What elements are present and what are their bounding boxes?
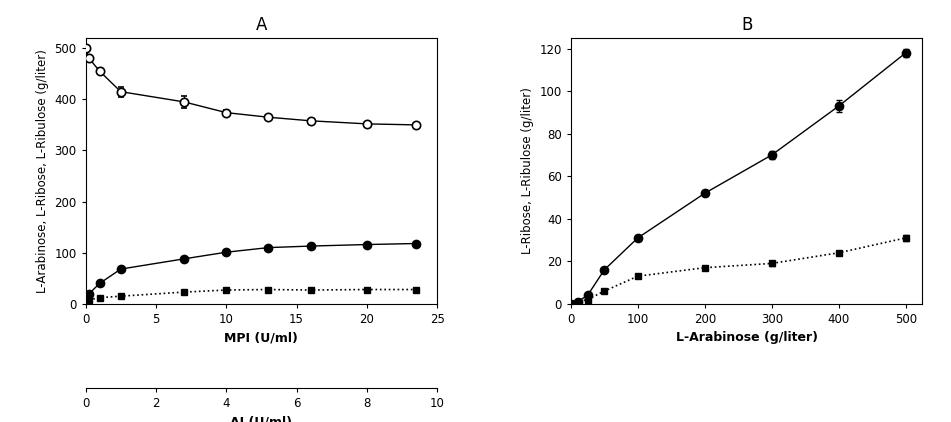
Y-axis label: L-Arabinose, L-Ribose, L-Ribulose (g/liter): L-Arabinose, L-Ribose, L-Ribulose (g/lit…: [36, 49, 49, 293]
X-axis label: AI (U/ml): AI (U/ml): [230, 416, 292, 422]
Y-axis label: L-Ribose, L-Ribulose (g/liter): L-Ribose, L-Ribulose (g/liter): [521, 87, 534, 254]
Title: B: B: [741, 16, 752, 34]
Title: A: A: [256, 16, 267, 34]
X-axis label: MPI (U/ml): MPI (U/ml): [224, 331, 299, 344]
X-axis label: L-Arabinose (g/liter): L-Arabinose (g/liter): [675, 331, 818, 344]
